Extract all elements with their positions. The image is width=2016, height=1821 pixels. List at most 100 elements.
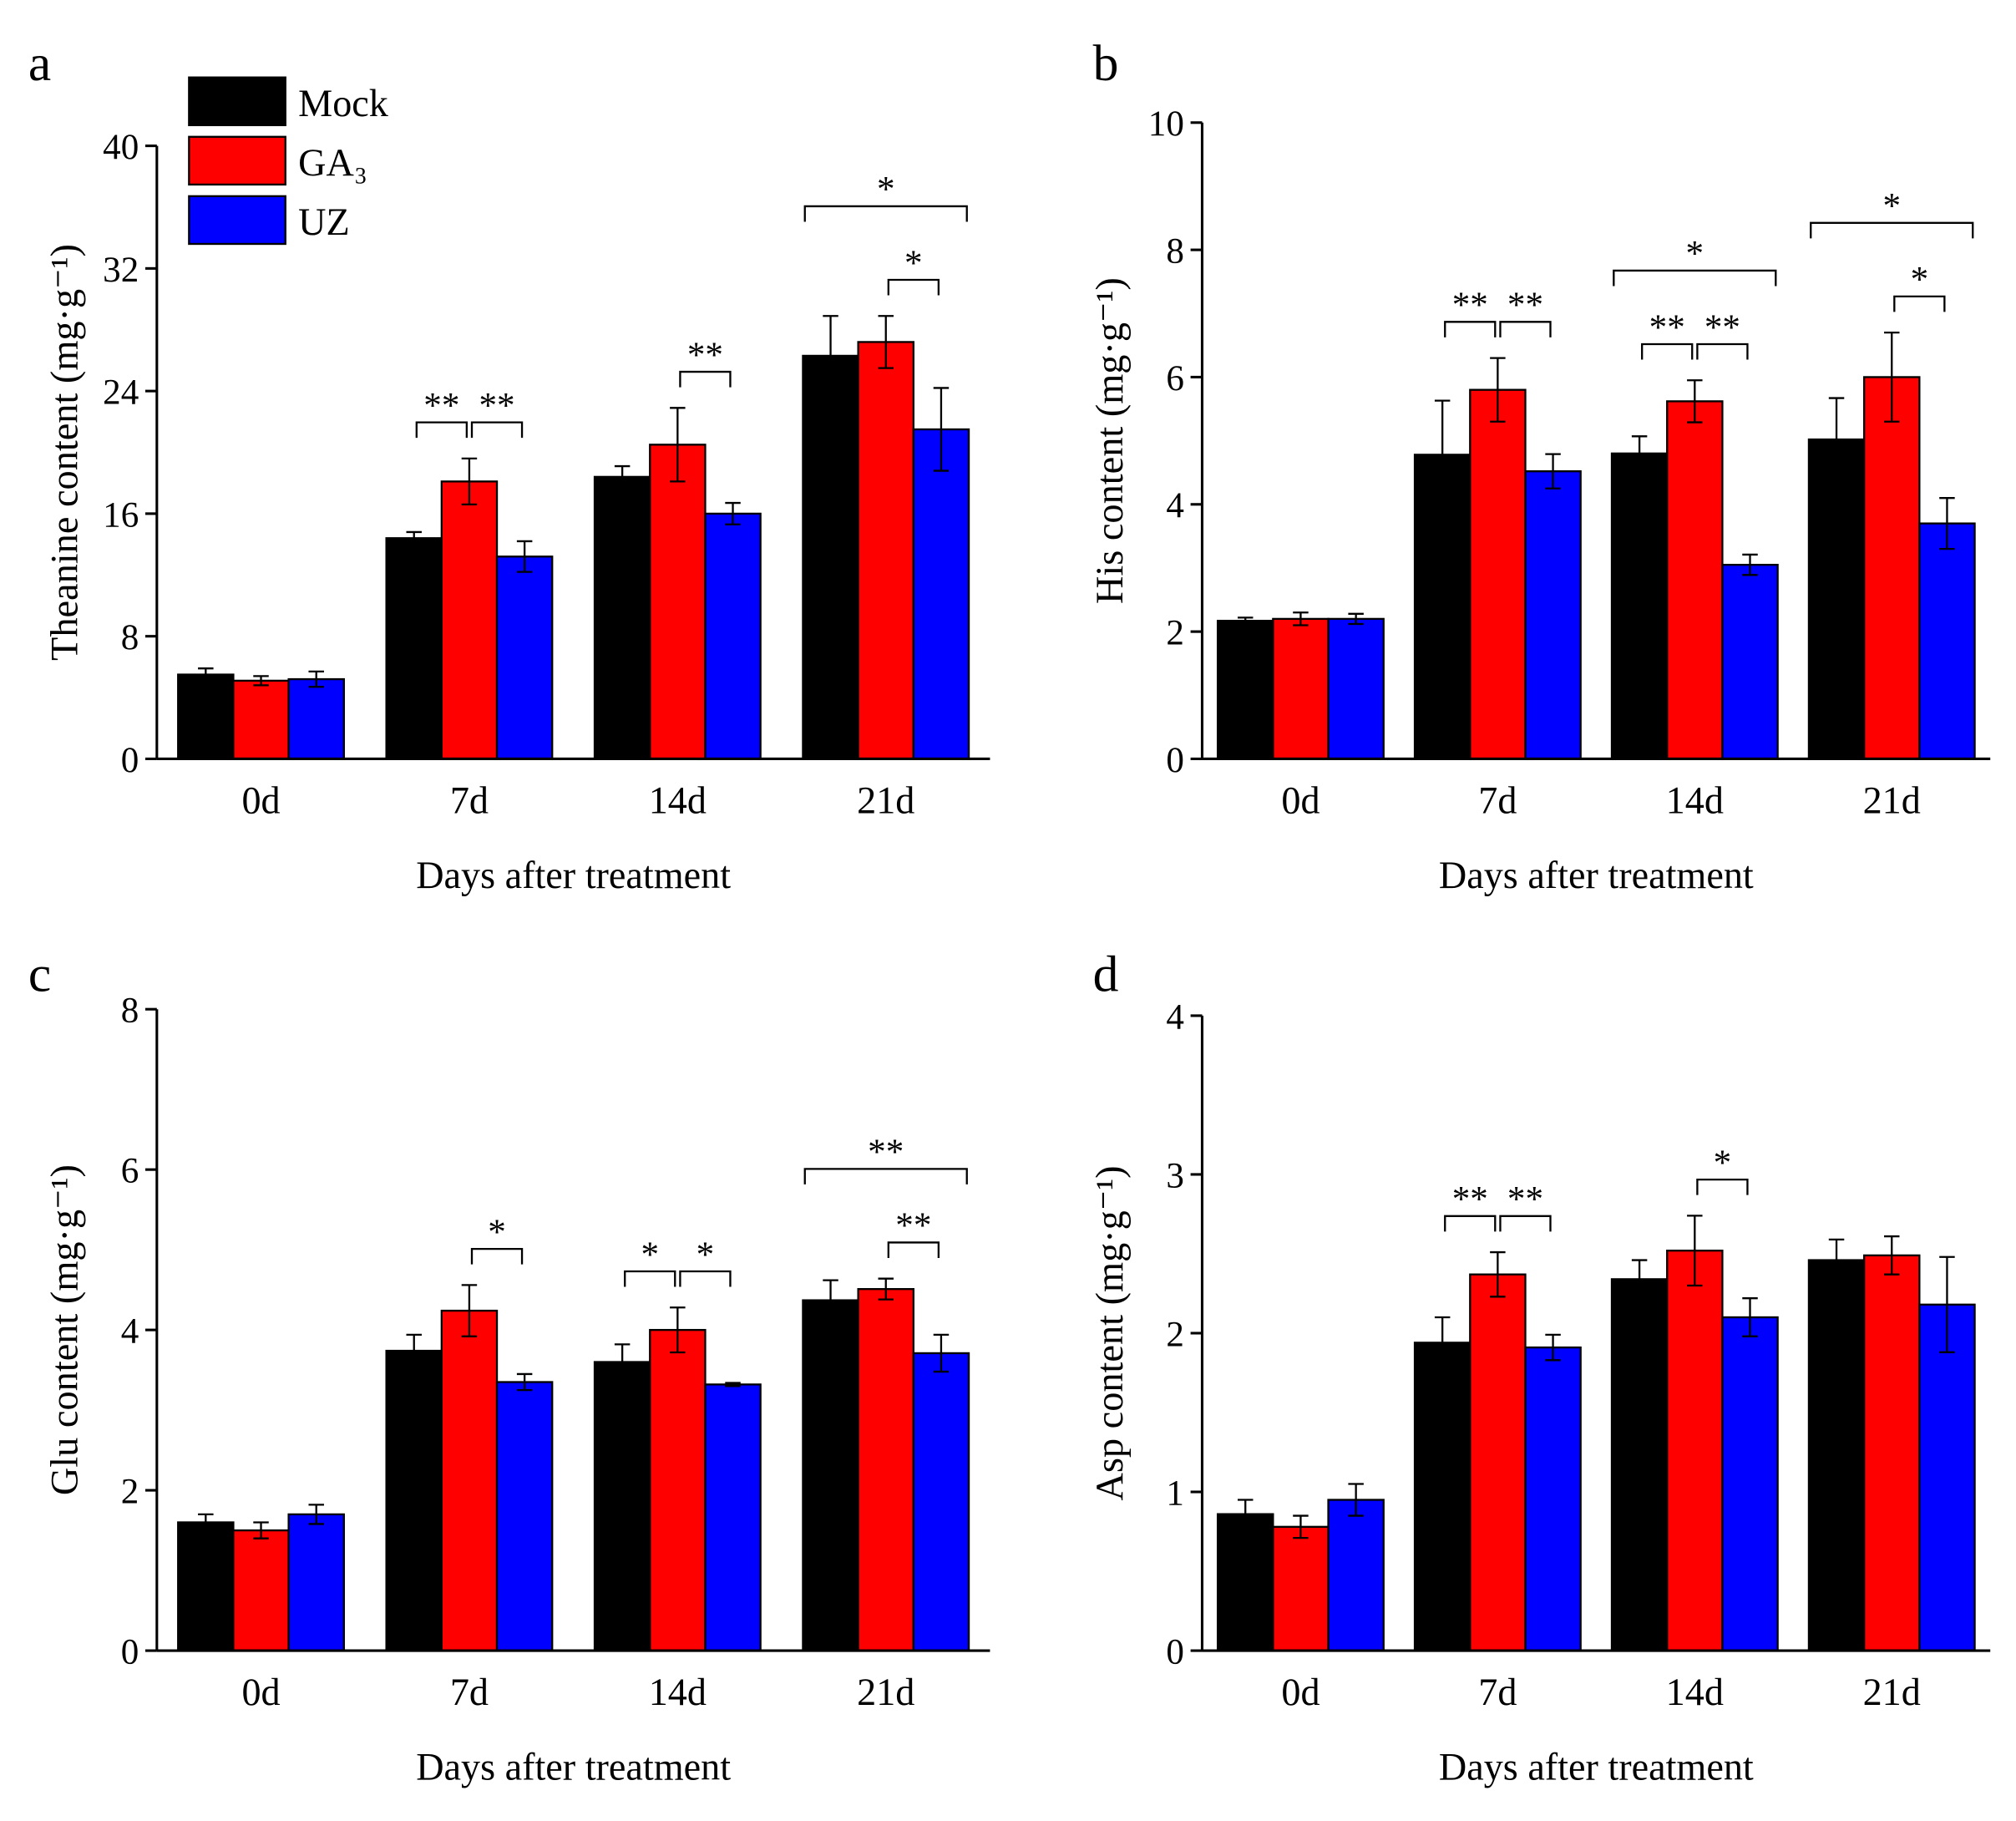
x-tick-label: 21d [857, 1671, 914, 1714]
bar [1272, 1525, 1330, 1652]
significance-bracket [1613, 269, 1777, 287]
significance-bracket [803, 205, 968, 222]
bar [704, 1383, 762, 1652]
bar [1327, 1499, 1385, 1652]
significance-label: * [1882, 187, 1901, 226]
error-bar [253, 1521, 269, 1539]
significance-bracket [1810, 221, 1974, 239]
bar [593, 1361, 651, 1652]
x-axis-label: Days after treatment [1439, 1746, 1754, 1788]
error-bar [1293, 611, 1309, 626]
error-bar [670, 1306, 686, 1354]
bar [802, 1299, 859, 1652]
significance-label: ** [1452, 1180, 1488, 1220]
error-bar [1828, 1238, 1845, 1282]
error-bar [1434, 1316, 1451, 1369]
bar [1216, 1513, 1274, 1652]
x-tick-label: 14d [649, 1671, 707, 1714]
x-axis-label: Days after treatment [416, 1746, 731, 1788]
error-bar [878, 315, 894, 369]
significance-label: * [877, 170, 895, 210]
y-tick-label: 8 [121, 618, 139, 657]
x-tick-label: 14d [1666, 1671, 1724, 1714]
y-tick-label: 0 [1166, 1632, 1184, 1671]
error-bar [670, 407, 686, 483]
y-tick-label: 4 [1166, 486, 1184, 525]
significance-bracket [1499, 321, 1552, 337]
bar [1524, 1346, 1582, 1652]
y-tick-label: 8 [1166, 231, 1184, 271]
error-bar [253, 675, 269, 687]
bar [177, 673, 235, 760]
bar [912, 428, 970, 760]
bar [1721, 563, 1779, 760]
y-tick-label: 8 [121, 992, 139, 1031]
error-bar [725, 1382, 741, 1387]
error-bar [1687, 379, 1703, 424]
significance-bracket [679, 370, 732, 388]
x-tick-label: 21d [1863, 779, 1921, 822]
bar [1666, 400, 1724, 760]
error-bar [1884, 331, 1900, 423]
error-bar [1490, 1250, 1506, 1298]
significance-label: * [904, 244, 923, 283]
significance-label: * [696, 1235, 715, 1275]
y-tick-label: 1 [1166, 1474, 1184, 1513]
y-tick-label: 16 [103, 495, 139, 535]
error-bar [1293, 1514, 1309, 1539]
y-tick-label: 24 [103, 373, 139, 413]
bar [287, 1513, 345, 1652]
y-axis-label: Glu content (mg·g⁻¹) [43, 1164, 86, 1495]
bar [495, 1381, 554, 1652]
error-bar [614, 1343, 631, 1381]
bar [912, 1352, 970, 1652]
y-tick-label: 10 [1148, 104, 1184, 144]
significance-bracket [470, 1247, 524, 1265]
bar [232, 1529, 290, 1652]
significance-bracket [1641, 342, 1694, 360]
bar [440, 480, 499, 760]
bar [1610, 452, 1669, 760]
y-tick-label: 4 [121, 1312, 139, 1352]
x-tick-label: 7d [450, 779, 489, 822]
legend-swatch [188, 135, 286, 186]
bar [1469, 1273, 1527, 1652]
bar [177, 1521, 235, 1652]
significance-bracket [1893, 295, 1946, 312]
significance-label: ** [423, 386, 459, 425]
significance-label: * [488, 1213, 506, 1252]
error-bar [823, 315, 838, 397]
x-tick-label: 0d [241, 1671, 280, 1714]
bar [1918, 1303, 1976, 1652]
x-tick-label: 0d [1281, 779, 1320, 822]
y-tick-label: 6 [1166, 359, 1184, 398]
bar [1272, 617, 1330, 760]
y-axis-label: His content (mg·g⁻¹) [1089, 277, 1132, 604]
significance-label: ** [1507, 286, 1543, 325]
y-tick-label: 2 [1166, 1315, 1184, 1354]
bar [385, 537, 443, 760]
x-tick-label: 21d [1863, 1671, 1921, 1714]
error-bar [1490, 357, 1506, 423]
significance-label: ** [895, 1206, 931, 1245]
x-axis-label: Days after treatment [416, 855, 731, 897]
significance-bracket [1696, 1178, 1749, 1195]
x-tick-label: 21d [857, 779, 914, 822]
x-tick-label: 7d [450, 1671, 489, 1714]
bar [1862, 376, 1921, 760]
bar [593, 475, 651, 760]
legend-label: UZ [298, 201, 350, 244]
error-bar [1631, 1259, 1648, 1300]
significance-bracket [887, 1241, 940, 1258]
error-bar [198, 1513, 214, 1532]
error-bar [1434, 399, 1451, 510]
bar [704, 512, 762, 760]
bar [1666, 1250, 1724, 1652]
bar [1610, 1278, 1669, 1652]
panel: b 0 2 4 6 8 10 0d 7d 14d 21d Days after treatment Hi… [1089, 35, 1991, 897]
error-bar [1631, 435, 1648, 472]
bar [857, 341, 914, 760]
bar [1918, 522, 1976, 760]
significance-label: ** [687, 336, 723, 375]
